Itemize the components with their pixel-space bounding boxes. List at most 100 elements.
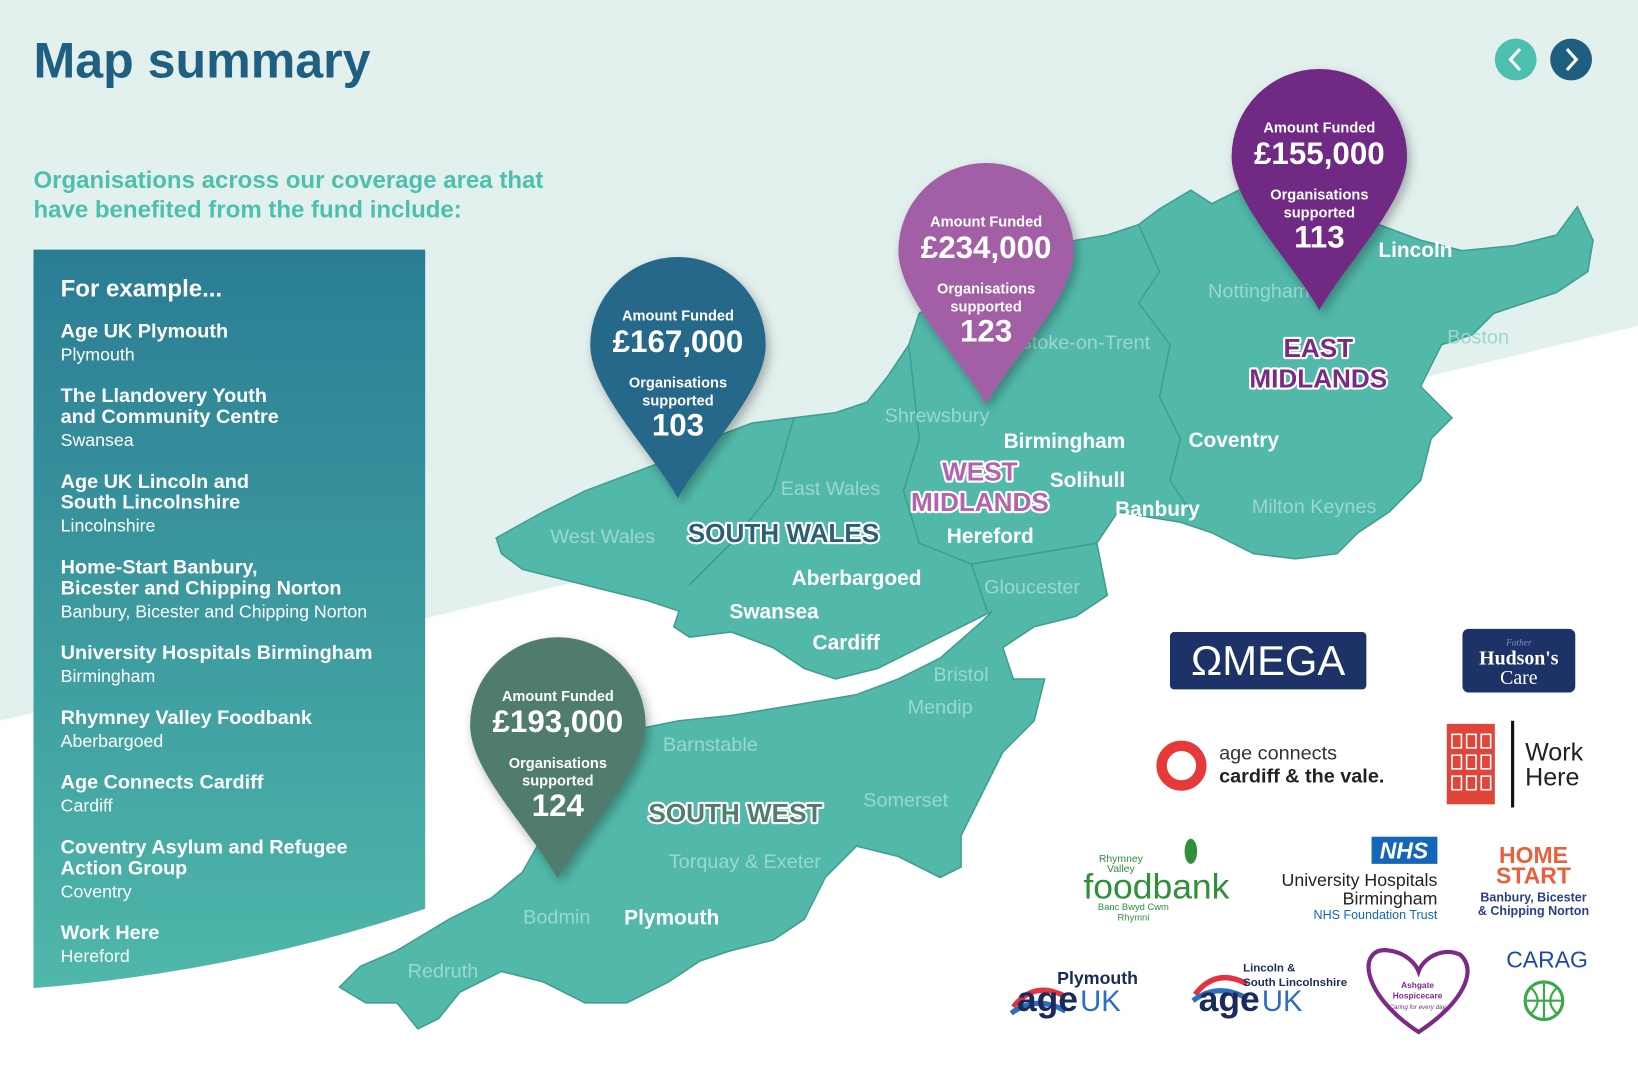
example-name: University Hospitals Birmingham <box>61 642 373 664</box>
ashgate-text: Hospicecare <box>1393 991 1443 1001</box>
carag-text: CARAG <box>1506 946 1588 972</box>
pin-orgs: 113 <box>1294 220 1345 255</box>
nhs-text: University Hospitals <box>1282 870 1438 890</box>
pin-orgs: 124 <box>532 788 585 823</box>
example-name: Rhymney Valley Foodbank <box>61 707 313 729</box>
example-name: Work Here <box>61 922 160 944</box>
carag-globe-lines <box>1525 981 1563 1020</box>
pin-amount: £167,000 <box>613 324 744 359</box>
pin-orgs-label: supported <box>1284 205 1355 221</box>
minor-place-label: Mendip <box>908 696 973 718</box>
place-label: Swansea <box>729 600 819 623</box>
nhs-badge <box>1371 836 1438 864</box>
nav-next[interactable] <box>1550 38 1592 81</box>
home-start-sub: & Chipping Norton <box>1478 904 1589 918</box>
minor-place-label: Somerset <box>863 789 948 811</box>
nav-prev[interactable] <box>1494 38 1537 81</box>
work-here-window <box>1480 775 1492 791</box>
minor-place-label: Torquay & Exeter <box>669 851 821 873</box>
age-uk-brand: UK <box>1080 986 1121 1018</box>
region-label: SOUTH WALES <box>688 518 879 548</box>
home-start-text: HOME <box>1499 842 1568 868</box>
nav-next-button[interactable] <box>1550 38 1592 81</box>
age-uk-swirl <box>1011 987 1067 1009</box>
omega-text: ΩMEGA <box>1191 637 1345 684</box>
example-name: Action Group <box>61 857 188 879</box>
nav-prev-button[interactable] <box>1494 38 1537 81</box>
age-uk-tag: South Lincolnshire <box>1243 977 1347 989</box>
ashgate-heart <box>1366 948 1470 1035</box>
hudsons-text: Hudson's <box>1479 647 1559 669</box>
intro-text: have benefited from the fund include: <box>33 196 461 223</box>
age-connects-text: cardiff & the vale. <box>1219 765 1384 787</box>
example-name: Coventry Asylum and Refugee <box>61 836 348 858</box>
pin-marker <box>590 256 766 499</box>
age-uk-tag: Plymouth <box>1057 968 1138 988</box>
example-place: Coventry <box>61 881 132 901</box>
pin-label: Amount Funded <box>930 215 1042 231</box>
pin-orgs-label: Organisations <box>629 376 727 392</box>
minor-place-label: Barnstable <box>663 734 758 756</box>
age-uk-swirl <box>1009 1000 1067 1016</box>
nav-prev-icon <box>1508 48 1522 72</box>
nhs-badge-text: NHS <box>1380 838 1429 864</box>
nhs-text: Birmingham <box>1343 889 1438 909</box>
place-label: Aberbargoed <box>792 567 922 590</box>
minor-place-label: Redruth <box>408 961 479 983</box>
example-name: Age UK Plymouth <box>61 320 228 342</box>
examples-heading: For example... <box>61 276 223 303</box>
intro-text: Organisations across our coverage area t… <box>33 167 543 194</box>
foodbank-text: Valley <box>1107 864 1135 875</box>
region-label: EAST <box>1283 333 1353 363</box>
example-name: Home-Start Banbury, <box>61 556 258 578</box>
example-place: Plymouth <box>61 344 135 364</box>
work-here-text: Work <box>1525 738 1583 766</box>
age-connects-icon <box>1156 740 1207 791</box>
omega-logo <box>1169 631 1367 690</box>
pin-orgs-label: supported <box>522 774 593 790</box>
region-label: MIDLANDS <box>911 487 1049 517</box>
nhs-trust: NHS Foundation Trust <box>1314 908 1438 922</box>
pin-orgs: 103 <box>652 408 704 443</box>
minor-place-label: Gloucester <box>984 576 1080 598</box>
hudsons-text: Care <box>1500 667 1538 689</box>
work-here-window <box>1451 754 1463 770</box>
foodbank-name: foodbank <box>1083 866 1229 906</box>
example-place: Aberbargoed <box>61 731 164 751</box>
pin-amount: £234,000 <box>921 230 1052 265</box>
age-uk-brand: age <box>1199 979 1260 1019</box>
region-label: WEST <box>942 457 1017 487</box>
example-place: Cardiff <box>61 796 113 816</box>
region-label: MIDLANDS <box>1249 364 1387 394</box>
example-name: The Llandovery Youth <box>61 385 267 407</box>
pin-orgs-label: Organisations <box>1270 188 1368 204</box>
example-place: Hereford <box>61 946 130 966</box>
pin-orgs: 123 <box>960 314 1012 349</box>
work-here-window <box>1480 733 1492 749</box>
minor-place-label: Milton Keynes <box>1252 496 1377 518</box>
work-here-building <box>1446 723 1495 805</box>
ashgate-text: Caring for every day <box>1389 1004 1446 1011</box>
pin-orgs-label: Organisations <box>937 282 1035 298</box>
example-name: and Community Centre <box>61 406 279 428</box>
example-name: Age UK Lincoln and <box>61 471 249 493</box>
minor-place-label: Boston <box>1447 327 1509 349</box>
foodbank-text: Rhymney <box>1099 854 1144 865</box>
pin-marker <box>898 162 1074 405</box>
age-uk-brand: UK <box>1262 986 1303 1018</box>
pin-label: Amount Funded <box>622 309 734 325</box>
hudsons-logo <box>1462 628 1576 693</box>
work-here-window <box>1451 733 1463 749</box>
pin-amount: £155,000 <box>1254 136 1385 171</box>
place-label: Solihull <box>1050 469 1125 492</box>
example-place: Banbury, Bicester and Chipping Norton <box>61 601 368 621</box>
minor-place-label: Bristol <box>934 664 989 686</box>
example-name: South Lincolnshire <box>61 492 241 514</box>
pin-marker <box>470 637 646 879</box>
map <box>338 187 1594 1030</box>
minor-place-label: Nottingham <box>1208 281 1309 303</box>
home-start-text: START <box>1496 863 1571 889</box>
place-label: Birmingham <box>1004 430 1126 453</box>
age-uk-swirl <box>1191 988 1249 1003</box>
